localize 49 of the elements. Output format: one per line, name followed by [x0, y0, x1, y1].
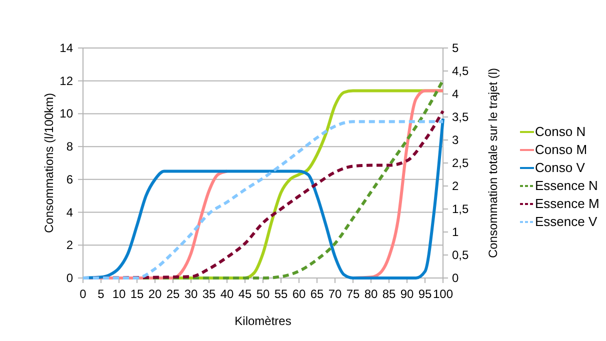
x-tick-label: 85	[382, 287, 396, 301]
x-tick-label: 10	[112, 287, 126, 301]
x-tick-label: 40	[220, 287, 234, 301]
x-tick-label: 45	[238, 287, 252, 301]
y-tick-label: 10	[60, 106, 74, 121]
legend-label: Essence V	[535, 214, 598, 229]
y2-tick-label: 1	[452, 225, 459, 239]
y-tick-label: 12	[60, 74, 74, 88]
x-tick-label: 90	[400, 287, 414, 301]
y2-tick-label: 4,5	[452, 64, 470, 78]
legend-label: Conso N	[535, 124, 586, 139]
y2-tick-label: 5	[452, 41, 459, 55]
x-tick-label: 30	[184, 287, 198, 301]
legend-label: Essence M	[535, 196, 600, 211]
y2-axis-title: Consommation totale sur le trajet (l)	[486, 68, 500, 258]
x-tick-label: 0	[80, 287, 87, 301]
legend-label: Conso V	[535, 160, 586, 175]
y2-tick-label: 4	[452, 87, 459, 101]
y-axis-title: Consommations (l/100km)	[42, 92, 56, 234]
y2-tick-label: 3,5	[452, 110, 470, 124]
y2-tick-label: 3	[452, 133, 459, 147]
y2-tick-label: 1,5	[452, 202, 470, 216]
x-tick-label: 5	[98, 287, 105, 301]
x-tick-label: 50	[256, 287, 270, 301]
x-tick-label: 70	[328, 287, 342, 301]
y2-tick-label: 0,5	[452, 248, 470, 262]
x-tick-label: 20	[148, 287, 162, 301]
y-tick-label: 6	[66, 172, 74, 186]
x-tick-label: 100	[432, 287, 454, 301]
x-tick-label: 95	[418, 287, 432, 301]
x-tick-label: 60	[292, 287, 306, 301]
y-tick-label: 2	[66, 238, 74, 252]
x-tick-label: 35	[202, 287, 216, 301]
y2-tick-label: 0	[452, 271, 459, 285]
legend-label: Essence N	[535, 178, 598, 193]
y2-tick-label: 2	[452, 179, 459, 193]
x-tick-label: 65	[310, 287, 324, 301]
x-tick-label: 15	[130, 287, 144, 301]
x-tick-label: 55	[274, 287, 288, 301]
y-tick-label: 0	[66, 271, 74, 285]
y-tick-label: 14	[60, 41, 74, 55]
x-tick-label: 25	[166, 287, 180, 301]
legend-label: Conso M	[535, 142, 588, 157]
x-axis-title: Kilomètres	[234, 314, 292, 328]
y-tick-label: 8	[66, 140, 74, 154]
y2-tick-label: 2,5	[452, 156, 470, 170]
x-tick-label: 75	[346, 287, 360, 301]
x-tick-label: 80	[364, 287, 378, 301]
y-tick-label: 4	[66, 205, 74, 220]
